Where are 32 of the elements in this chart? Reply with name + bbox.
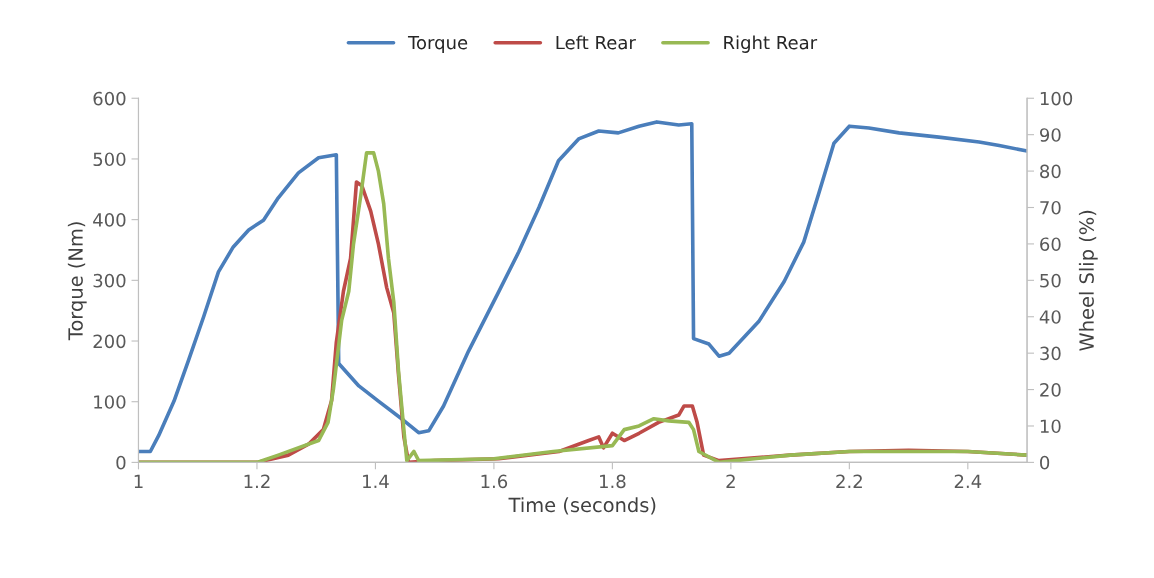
x-tick-label: 1.6 [481, 474, 508, 489]
y2-tick-label: 100 [1040, 91, 1073, 106]
y2-tick-label: 30 [1040, 346, 1061, 361]
y-tick-label: 200 [93, 334, 126, 349]
y-tick-label: 300 [93, 273, 126, 288]
y-axis-title: Torque (Nm) [67, 222, 87, 341]
y2-tick-label: 70 [1040, 200, 1061, 215]
x-axis-title: Time (seconds) [508, 497, 656, 515]
x-tick-label: 2 [726, 474, 735, 488]
y2-axis-title: Wheel Slip (%) [1078, 210, 1098, 351]
y2-tick-label: 20 [1040, 383, 1061, 397]
y-tick-label: 0 [116, 455, 126, 470]
y2-tick-label: 0 [1040, 455, 1050, 470]
y-tick-label: 500 [93, 152, 126, 167]
y2-tick-label: 60 [1040, 237, 1061, 252]
y2-tick-label: 90 [1040, 128, 1061, 142]
y2-tick-label: 40 [1039, 310, 1061, 324]
y2-tick-label: 10 [1040, 419, 1061, 434]
x-tick-label: 1.8 [600, 474, 626, 489]
legend-label: Left Rear [556, 35, 636, 50]
y-tick-label: 600 [93, 91, 126, 106]
y2-tick-label: 50 [1040, 273, 1061, 288]
legend-label: Right Rear [724, 35, 818, 53]
y-tick-label: 400 [93, 213, 126, 227]
x-tick-label: 1.2 [244, 474, 270, 488]
x-tick-label: 2.2 [836, 474, 862, 488]
x-tick-label: 1 [134, 474, 143, 488]
y-tick-label: 100 [94, 395, 126, 409]
y2-tick-label: 80 [1040, 164, 1061, 179]
x-tick-label: 2.4 [954, 474, 982, 488]
legend-label: Torque [407, 35, 468, 53]
x-tick-label: 1.4 [363, 474, 389, 488]
